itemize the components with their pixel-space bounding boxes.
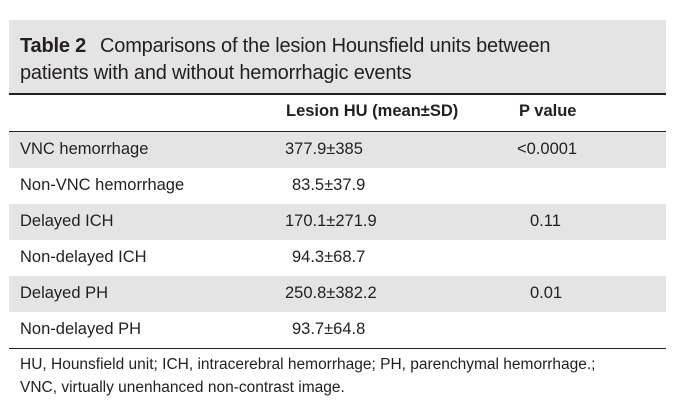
row-p-value: <0.0001	[517, 140, 578, 158]
row-label: Delayed PH	[20, 284, 109, 302]
row-label: Non-delayed PH	[20, 320, 142, 338]
row-label: Delayed ICH	[20, 212, 114, 230]
table-label: Table 2	[20, 35, 87, 57]
row-label: VNC hemorrhage	[20, 140, 149, 158]
row-label: Non-VNC hemorrhage	[20, 176, 185, 194]
row-hu-value: 170.1±271.9	[285, 212, 377, 230]
table-row: Non-delayed ICH 94.3±68.7	[9, 240, 666, 276]
table-row: Delayed ICH 170.1±271.9 0.11	[9, 204, 666, 240]
table-title-line-1: Table 2 Comparisons of the lesion Hounsfi…	[20, 33, 666, 60]
row-hu-value: 377.9±385	[285, 140, 363, 158]
header-p-value: P value	[519, 102, 577, 120]
row-hu-value: 83.5±37.9	[292, 176, 366, 194]
footnote-line-2: VNC, virtually unenhanced non-contrast i…	[20, 379, 345, 396]
table-title-block: Table 2 Comparisons of the lesion Hounsfi…	[9, 20, 666, 95]
row-label: Non-delayed ICH	[20, 248, 147, 266]
table-row: Non-VNC hemorrhage 83.5±37.9	[9, 168, 666, 204]
table-row: Delayed PH 250.8±382.2 0.01	[9, 276, 666, 312]
table-row: VNC hemorrhage 377.9±385 <0.0001	[9, 132, 666, 168]
row-p-value: 0.01	[530, 284, 563, 302]
table-row: Non-delayed PH 93.7±64.8	[9, 312, 666, 348]
footnote-line-1: HU, Hounsfield unit; ICH, intracerebral …	[20, 356, 596, 373]
row-p-value: 0.11	[530, 212, 561, 230]
header-lesion-hu: Lesion HU (mean±SD)	[286, 102, 459, 120]
row-hu-value: 250.8±382.2	[285, 284, 377, 302]
table-2: Table 2 Comparisons of the lesion Hounsfi…	[9, 20, 666, 402]
row-hu-value: 94.3±68.7	[292, 248, 366, 266]
table-title-line-2: patients with and without hemorrhagic ev…	[20, 62, 412, 84]
table-footnote: HU, Hounsfield unit; ICH, intracerebral …	[9, 348, 666, 399]
row-hu-value: 93.7±64.8	[292, 320, 366, 338]
table-header-row: Lesion HU (mean±SD) P value	[9, 95, 666, 132]
table-title-text: Comparisons of the lesion Hounsfield uni…	[100, 35, 551, 57]
